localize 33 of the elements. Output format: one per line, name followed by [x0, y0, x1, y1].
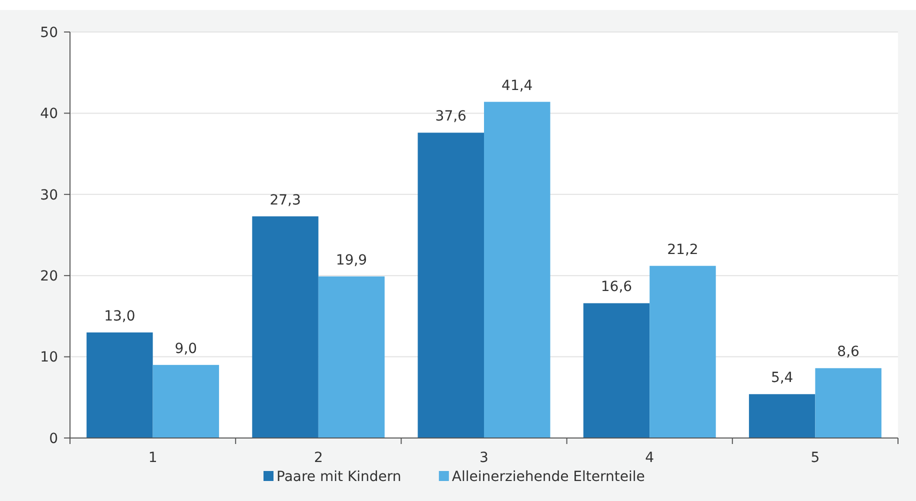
data-label: 5,4: [770, 370, 794, 386]
x-tick-label: 2: [314, 450, 323, 466]
bar: [748, 394, 816, 438]
y-tick-label: 30: [40, 187, 58, 204]
bar: [815, 368, 882, 438]
bar: [484, 102, 550, 438]
data-label: 8,6: [837, 344, 860, 360]
y-tick-label: 10: [40, 350, 58, 366]
bar: [650, 266, 716, 438]
y-tick-label: 50: [40, 24, 58, 41]
bar: [252, 216, 318, 438]
data-label: 37,6: [435, 108, 467, 125]
bar: [318, 276, 385, 438]
y-tick-label: 20: [40, 268, 58, 284]
y-tick-label: 0: [49, 430, 58, 447]
bar: [86, 332, 153, 438]
legend-label: Alleinerziehende Elternteile: [452, 468, 645, 485]
y-tick-label: 40: [40, 106, 58, 122]
x-tick-label: 3: [480, 450, 488, 466]
data-label: 27,3: [270, 192, 301, 208]
bar: [583, 303, 650, 438]
bar: [152, 364, 220, 438]
data-label: 21,2: [667, 242, 698, 258]
x-tick-label: 5: [810, 450, 820, 466]
legend-label: Paare mit Kindern: [276, 468, 402, 485]
x-tick-label: 1: [148, 450, 158, 466]
x-tick-label: 4: [645, 450, 654, 466]
bar: [418, 132, 484, 438]
data-label: 16,6: [600, 279, 632, 296]
data-label: 13,0: [104, 308, 136, 324]
data-label: 19,9: [336, 252, 368, 268]
data-label: 9,0: [174, 340, 198, 357]
data-label: 41,4: [502, 78, 533, 94]
